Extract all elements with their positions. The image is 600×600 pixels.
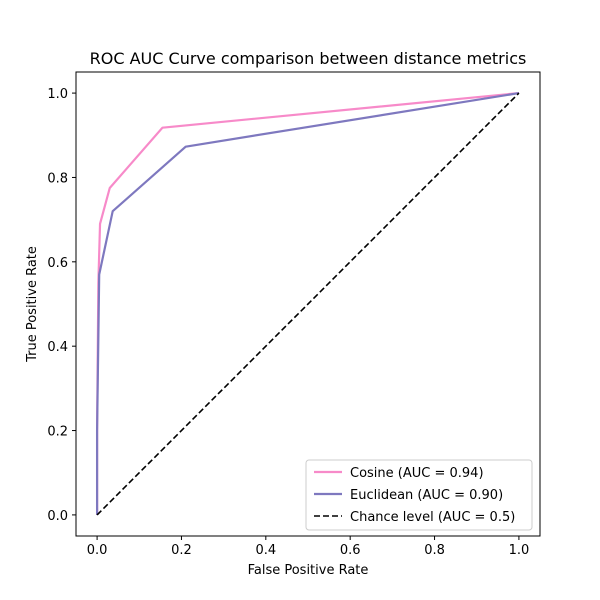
y-axis-label: True Positive Rate xyxy=(25,246,40,363)
plot-lines xyxy=(95,91,520,516)
x-tick-label: 0.2 xyxy=(171,543,192,558)
series-line-1 xyxy=(95,92,520,515)
y-tick-label: 1.0 xyxy=(47,87,68,102)
chart-title: ROC AUC Curve comparison between distanc… xyxy=(90,49,527,68)
legend-label-1: Euclidean (AUC = 0.90) xyxy=(350,488,503,503)
legend-label-2: Chance level (AUC = 0.5) xyxy=(350,510,515,525)
x-axis-label: False Positive Rate xyxy=(248,563,369,578)
y-tick-label: 0.4 xyxy=(47,340,68,355)
legend-box xyxy=(305,459,533,531)
legend: Cosine (AUC = 0.94) Euclidean (AUC = 0.90… xyxy=(305,459,533,531)
x-tick-label: 0.0 xyxy=(87,543,108,558)
plot-frame xyxy=(75,71,541,537)
x-tick-label: 1.0 xyxy=(509,543,530,558)
legend-label-0: Cosine (AUC = 0.94) xyxy=(350,466,484,481)
y-axis-ticks: 0.0 0.2 0.4 0.6 0.8 1.0 xyxy=(47,87,76,524)
y-tick-label: 0.6 xyxy=(47,256,68,271)
x-tick-label: 0.6 xyxy=(340,543,361,558)
y-tick-label: 0.0 xyxy=(47,509,68,524)
x-tick-label: 0.8 xyxy=(424,543,445,558)
y-tick-label: 0.8 xyxy=(47,171,68,186)
y-tick-label: 0.2 xyxy=(47,425,68,440)
x-axis-ticks: 0.0 0.2 0.4 0.6 0.8 1.0 xyxy=(87,536,530,558)
series-line-2 xyxy=(96,92,520,516)
x-tick-label: 0.4 xyxy=(255,543,276,558)
